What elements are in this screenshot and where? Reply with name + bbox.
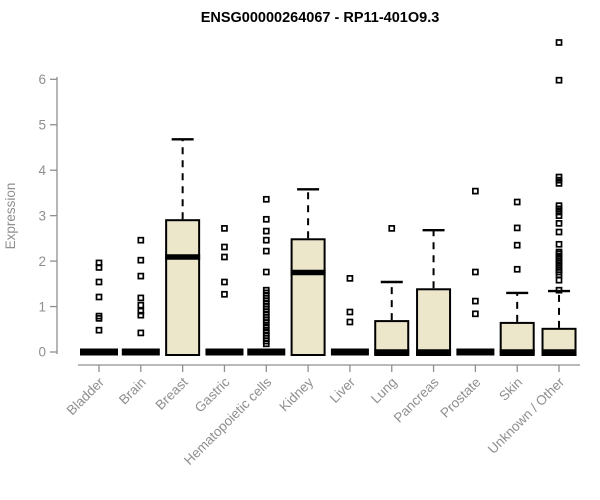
outlier-point (137, 272, 145, 280)
outlier-point (95, 278, 103, 286)
boxes-layer (80, 39, 577, 356)
outlier-point (513, 265, 521, 273)
outlier-point (95, 264, 103, 271)
outlier-point (262, 319, 270, 327)
box-group-unknown-other (541, 39, 577, 356)
outlier-point (555, 212, 563, 219)
x-category-label-skin: Skin (496, 375, 525, 404)
outlier-point (221, 290, 228, 298)
outlier-point (513, 224, 521, 232)
x-category-label-kidney: Kidney (276, 374, 316, 414)
box-pancreas (416, 288, 452, 356)
outlier-point (555, 286, 563, 294)
x-category-label-pancreas: Pancreas (391, 374, 442, 425)
y-tick-label: 4 (38, 163, 46, 178)
y-tick-label: 1 (38, 299, 46, 314)
outlier-point (555, 180, 563, 187)
outlier-point (262, 340, 270, 348)
flat-box-bladder (80, 348, 118, 356)
x-category-label-unknown-other: Unknown / Other (485, 374, 568, 457)
y-tick-label: 3 (38, 208, 46, 223)
outlier-point (221, 278, 228, 286)
box-group-breast (165, 138, 201, 356)
outlier-point (262, 227, 270, 235)
y-axis-label: Expression (3, 183, 18, 250)
outlier-point (346, 275, 354, 282)
outlier-point (137, 301, 145, 309)
x-category-label-brain: Brain (116, 375, 149, 408)
outlier-point (388, 225, 396, 232)
outlier-point (472, 297, 479, 305)
flat-box-liver (330, 348, 369, 356)
outlier-point (555, 228, 563, 236)
outlier-point (221, 243, 228, 251)
flat-box-prostate (456, 348, 495, 356)
box-group-liver (330, 275, 369, 356)
outlier-point (555, 240, 563, 248)
outlier-point (137, 236, 145, 244)
outlier-point (513, 241, 521, 249)
x-category-label-prostate: Prostate (437, 375, 483, 421)
outlier-point (221, 253, 228, 261)
outlier-point (95, 315, 103, 322)
box-group-gastric (205, 225, 244, 356)
outlier-point (137, 311, 145, 319)
x-category-label-gastric: Gastric (192, 374, 233, 415)
outlier-point (513, 198, 521, 206)
x-category-label-breast: Breast (153, 374, 191, 412)
box-group-kidney (290, 188, 326, 356)
flat-box-hematopoietic-cells (247, 348, 286, 356)
outlier-point (95, 326, 103, 334)
outlier-point (137, 256, 145, 264)
outlier-point (346, 318, 354, 326)
y-tick-label: 6 (38, 72, 46, 87)
box-group-skin (499, 198, 535, 356)
box-group-hematopoietic-cells (247, 195, 286, 356)
flat-box-gastric (205, 348, 244, 356)
outlier-point (472, 187, 479, 195)
x-category-label-lung: Lung (368, 375, 400, 407)
box-breast (165, 219, 201, 356)
outlier-point (262, 215, 270, 223)
box-group-brain (121, 236, 160, 356)
chart-title: ENSG00000264067 - RP11-401O9.3 (201, 10, 440, 26)
outlier-point (262, 268, 270, 276)
y-tick-label: 2 (38, 254, 46, 269)
outlier-point (555, 39, 563, 46)
outlier-point (555, 220, 563, 227)
x-category-label-liver: Liver (327, 374, 359, 406)
outlier-point (137, 307, 145, 315)
x-category-label-bladder: Bladder (64, 374, 108, 418)
outlier-point (262, 236, 270, 244)
box-group-pancreas (416, 228, 452, 356)
box-group-prostate (456, 187, 495, 356)
outlier-point (555, 276, 563, 284)
outlier-point (262, 247, 270, 255)
outlier-point (137, 329, 145, 337)
outlier-point (555, 76, 563, 84)
outlier-point (262, 195, 270, 203)
outlier-point (472, 310, 479, 318)
outlier-point (221, 225, 228, 232)
outlier-point (137, 294, 145, 302)
y-tick-label: 0 (38, 345, 46, 360)
flat-box-brain (121, 348, 160, 356)
outlier-point (95, 293, 103, 301)
outlier-point (472, 268, 479, 276)
outlier-point (346, 308, 354, 316)
box-group-lung (374, 225, 410, 356)
box-kidney (290, 238, 326, 356)
y-tick-label: 5 (38, 117, 46, 132)
outlier-point (555, 208, 563, 216)
box-group-bladder (80, 259, 118, 356)
